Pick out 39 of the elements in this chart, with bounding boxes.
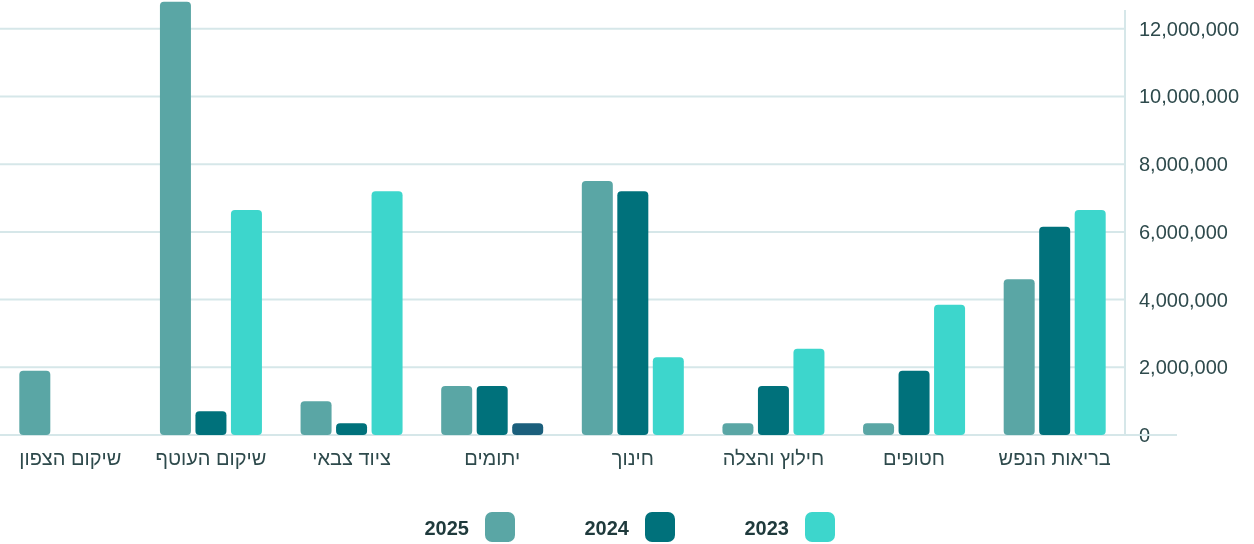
bar	[476, 385, 508, 435]
legend-label: 2025	[424, 517, 469, 539]
bar	[195, 411, 227, 435]
y-tick-label: 8,000,000	[1139, 153, 1228, 176]
bar	[652, 357, 684, 435]
bar	[617, 191, 649, 435]
x-tick-label: חילוץ והצלה	[722, 447, 825, 469]
y-tick-label: 2,000,000	[1139, 356, 1228, 379]
bar	[512, 423, 544, 435]
bar	[722, 423, 754, 435]
bar	[898, 370, 930, 435]
bar	[336, 423, 368, 435]
x-tick-label: חינוך	[611, 447, 654, 469]
bar	[1003, 279, 1035, 435]
y-tick-label: 4,000,000	[1139, 288, 1228, 311]
bar	[371, 191, 403, 435]
bar	[793, 348, 825, 435]
x-tick-label: חטופים	[883, 447, 946, 469]
y-tick-label: 12,000,000	[1139, 17, 1240, 40]
x-tick-label: שיקום העוטף	[155, 447, 267, 469]
y-tick-label: 6,000,000	[1139, 220, 1228, 243]
bar	[757, 385, 789, 435]
x-tick-label: שיקום הצפון	[19, 447, 122, 469]
bar	[581, 181, 613, 435]
bar	[300, 401, 332, 435]
legend-label: 2024	[584, 517, 630, 539]
y-tick-label: 10,000,000	[1139, 85, 1240, 108]
bar	[934, 304, 966, 435]
bar	[863, 423, 895, 435]
x-tick-label: ציוד צבאי	[312, 447, 391, 469]
bar	[19, 370, 51, 435]
x-tick-label: בריאות הנפש	[998, 447, 1111, 469]
bar	[441, 385, 473, 435]
bar	[159, 1, 191, 435]
legend-label: 2023	[744, 517, 789, 539]
bar	[1039, 226, 1071, 435]
bar	[1074, 209, 1106, 435]
bar	[230, 209, 262, 435]
x-tick-label: יתומים	[464, 447, 521, 469]
